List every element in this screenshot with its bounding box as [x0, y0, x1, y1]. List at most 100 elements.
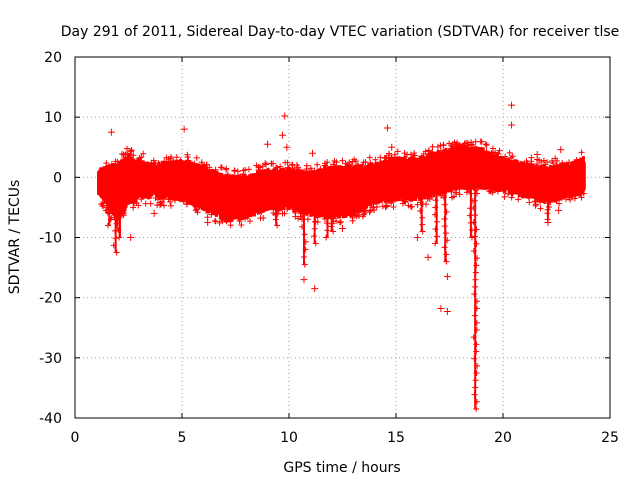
- data-point: [206, 164, 213, 171]
- data-point: [463, 189, 470, 196]
- data-point: [287, 167, 294, 174]
- x-tick-label: 0: [71, 430, 80, 446]
- data-point: [154, 196, 161, 203]
- data-point: [427, 150, 434, 157]
- spike-point: [311, 233, 318, 240]
- data-point: [277, 163, 284, 170]
- data-point: [446, 140, 453, 147]
- data-point: [154, 202, 161, 209]
- spike-point: [473, 305, 480, 312]
- spike-point: [328, 223, 335, 230]
- data-point: [167, 158, 174, 165]
- data-point: [291, 165, 298, 172]
- spike-point: [116, 234, 123, 241]
- data-point: [216, 219, 223, 226]
- spike-point: [105, 222, 112, 229]
- data-point: [199, 163, 206, 170]
- outlier-point: [437, 304, 445, 312]
- y-tick-label: -10: [39, 231, 62, 247]
- spike-point: [474, 255, 481, 262]
- data-point: [394, 148, 401, 155]
- outlier-point: [533, 150, 541, 158]
- data-point: [193, 205, 200, 212]
- data-point: [108, 163, 115, 170]
- data-point: [488, 150, 495, 157]
- data-point: [211, 217, 218, 224]
- data-point: [138, 154, 145, 161]
- data-point: [255, 164, 262, 171]
- data-point: [246, 218, 253, 225]
- data-point: [502, 153, 509, 160]
- data-point: [361, 207, 368, 214]
- data-point: [288, 161, 295, 168]
- data-point: [416, 155, 423, 162]
- spike-point: [546, 197, 553, 204]
- data-point: [295, 168, 302, 175]
- data-point: [276, 204, 283, 211]
- data-point: [537, 205, 544, 212]
- data-point: [140, 150, 147, 157]
- data-point: [148, 159, 155, 166]
- x-tick-label: 15: [387, 430, 405, 446]
- data-point: [317, 165, 324, 172]
- spike-point: [301, 254, 308, 261]
- spike-point: [441, 215, 448, 222]
- spike-point: [301, 261, 308, 268]
- data-point: [123, 145, 130, 152]
- data-point: [268, 160, 275, 167]
- spike-point: [468, 190, 475, 197]
- data-point: [578, 194, 585, 201]
- spike-point: [471, 312, 478, 319]
- data-point: [383, 203, 390, 210]
- data-point: [122, 151, 129, 158]
- spike-point: [435, 189, 442, 196]
- spike-point: [104, 204, 111, 211]
- outlier-point: [557, 146, 565, 154]
- data-point: [429, 143, 436, 150]
- data-point: [532, 198, 539, 205]
- data-point: [321, 160, 328, 167]
- outlier-point: [555, 206, 563, 214]
- spike-point: [431, 211, 438, 218]
- data-point: [515, 196, 522, 203]
- spike-point: [473, 226, 480, 233]
- data-point: [342, 160, 349, 167]
- data-point: [540, 157, 547, 164]
- data-point: [263, 161, 270, 168]
- data-point: [461, 140, 468, 147]
- data-point: [537, 199, 544, 206]
- data-point: [308, 168, 315, 175]
- spike-point: [311, 225, 318, 232]
- data-point: [114, 158, 121, 165]
- spike-point: [419, 194, 426, 201]
- data-point: [290, 206, 297, 213]
- data-point: [130, 199, 137, 206]
- spike-point: [441, 201, 448, 208]
- data-point: [366, 154, 373, 161]
- data-point: [505, 190, 512, 197]
- data-point: [533, 161, 540, 168]
- data-point: [157, 201, 164, 208]
- data-point: [245, 166, 252, 173]
- data-point: [191, 201, 198, 208]
- spike-point: [299, 216, 306, 223]
- data-point: [544, 159, 551, 166]
- data-point: [274, 167, 281, 174]
- spike-point: [312, 218, 319, 225]
- data-point: [324, 166, 331, 173]
- data-point: [241, 215, 248, 222]
- chart-title: Day 291 of 2011, Sidereal Day-to-day VTE…: [61, 24, 620, 40]
- data-point: [184, 154, 191, 161]
- spike-point: [325, 212, 332, 219]
- data-point: [554, 157, 561, 164]
- data-point: [464, 139, 471, 146]
- data-point: [434, 149, 441, 156]
- data-point: [448, 194, 455, 201]
- data-point: [482, 141, 489, 148]
- spike-point: [112, 235, 119, 242]
- data-point: [487, 188, 494, 195]
- data-point: [506, 149, 513, 156]
- data-point: [468, 141, 475, 148]
